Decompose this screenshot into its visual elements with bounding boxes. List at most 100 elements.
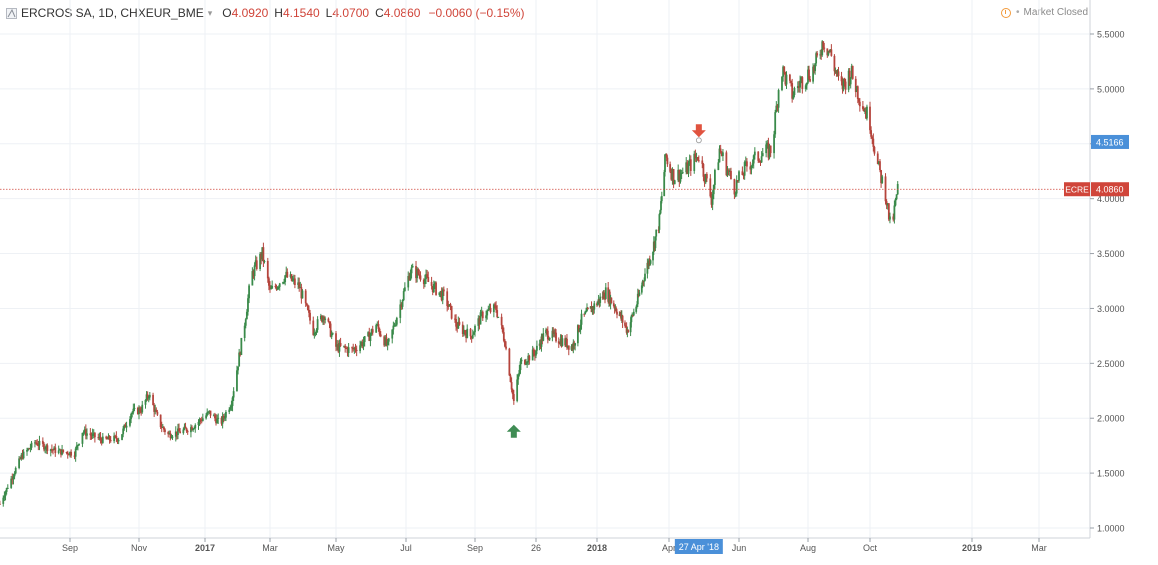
candle-body xyxy=(144,399,147,405)
candle xyxy=(512,389,515,405)
candle xyxy=(10,475,13,489)
candle xyxy=(304,289,307,307)
candle-body xyxy=(798,86,800,88)
candle-body xyxy=(701,160,704,164)
candle xyxy=(316,316,319,333)
candle-body xyxy=(655,229,658,237)
candle-body xyxy=(767,142,770,158)
y-tick-label: 1.5000 xyxy=(1097,469,1125,479)
candle-body xyxy=(183,426,186,430)
candle xyxy=(3,491,6,501)
candle xyxy=(93,432,96,443)
candle-body xyxy=(115,436,118,440)
candle xyxy=(621,314,624,328)
candle-body xyxy=(11,478,14,480)
candle-body xyxy=(660,201,662,211)
candle xyxy=(630,314,633,328)
candle-body xyxy=(554,332,557,334)
candle-body xyxy=(223,417,226,419)
candle-body xyxy=(835,70,838,74)
candle xyxy=(697,155,700,163)
candle-body xyxy=(552,330,555,334)
candle-body xyxy=(323,316,325,320)
candle xyxy=(337,340,340,354)
candle xyxy=(701,156,704,169)
candle-body xyxy=(21,454,24,459)
symbol-title[interactable]: ERCROS SA, 1D, CHXEUR_BME xyxy=(21,6,204,20)
candle xyxy=(407,271,410,291)
candle xyxy=(869,101,871,134)
candle-body xyxy=(646,262,649,274)
candle xyxy=(849,77,852,89)
candle-body xyxy=(671,169,674,180)
candle-body xyxy=(576,325,579,344)
candle xyxy=(86,428,88,440)
candle-body xyxy=(354,347,357,350)
candle xyxy=(895,194,898,201)
candle-body xyxy=(410,267,413,274)
candle-body xyxy=(335,333,337,347)
candle xyxy=(501,324,504,334)
candle-body xyxy=(735,180,738,194)
candle-body xyxy=(583,313,586,315)
candle-body xyxy=(590,306,593,313)
candle xyxy=(355,345,358,357)
candle-body xyxy=(511,389,514,395)
candle-body xyxy=(704,174,707,183)
candle-body xyxy=(632,311,635,316)
candle xyxy=(769,145,772,157)
candle-body xyxy=(147,397,150,399)
candle-body xyxy=(681,172,684,174)
candle-body xyxy=(73,455,76,457)
candle xyxy=(528,354,531,365)
candle-body xyxy=(319,315,322,320)
candle-body xyxy=(449,304,452,306)
candle xyxy=(471,329,474,340)
candle xyxy=(360,340,363,348)
candle-body xyxy=(750,165,753,170)
candle-body xyxy=(458,321,461,325)
candle-body xyxy=(615,308,618,312)
candle-body xyxy=(439,290,442,293)
candle-body xyxy=(200,420,203,422)
candle-body xyxy=(322,316,324,322)
candle xyxy=(554,328,557,339)
candle-body xyxy=(768,145,771,158)
candle-body xyxy=(782,66,785,77)
chevron-down-icon[interactable]: ▾ xyxy=(207,7,213,18)
ohlc-low: L4.0700 xyxy=(325,6,370,20)
candle xyxy=(193,426,196,430)
candle xyxy=(504,338,506,348)
candle xyxy=(610,297,613,304)
candle xyxy=(84,424,87,440)
candle-body xyxy=(560,339,563,346)
candle xyxy=(813,64,815,74)
candle xyxy=(254,255,257,267)
candle xyxy=(881,174,884,184)
candle xyxy=(848,68,851,86)
candle-body xyxy=(742,174,745,176)
candle-body xyxy=(291,279,294,281)
market-status[interactable]: • Market Closed xyxy=(1001,7,1088,18)
compare-icon[interactable] xyxy=(6,7,17,19)
candle-body xyxy=(225,411,227,418)
candle xyxy=(820,49,823,60)
candle-body xyxy=(880,170,882,184)
candle-body xyxy=(774,112,777,135)
candle xyxy=(138,405,140,420)
candle-body xyxy=(718,148,721,163)
candle xyxy=(599,293,602,307)
candle xyxy=(267,276,270,291)
candle-body xyxy=(179,431,182,434)
candle xyxy=(767,137,770,161)
price-change: −0.0060 (−0.15%) xyxy=(428,6,525,20)
candle xyxy=(13,471,16,480)
candle xyxy=(801,76,804,94)
candle-body xyxy=(217,417,220,419)
candle xyxy=(850,63,853,79)
candle-body xyxy=(635,306,638,312)
candle-body xyxy=(199,419,202,421)
candle-body xyxy=(139,408,141,412)
candle-body xyxy=(727,170,730,172)
